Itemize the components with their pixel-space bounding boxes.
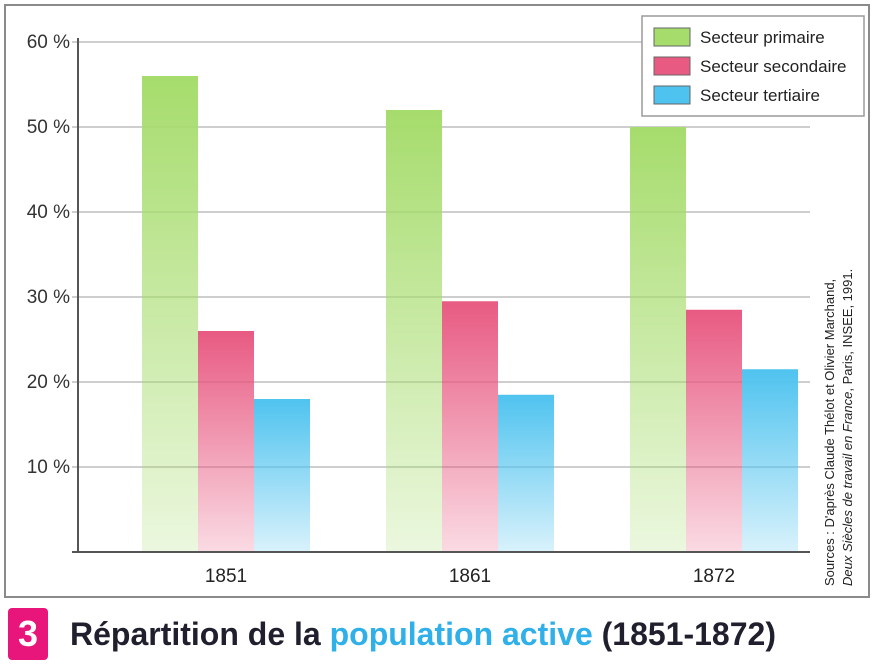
bar-secteur-primaire-1851 bbox=[142, 76, 198, 552]
source-book-title: Deux Siècles de travail en France bbox=[840, 392, 855, 586]
bar-secteur-secondaire-1861 bbox=[442, 301, 498, 552]
y-tick-label: 40 % bbox=[27, 202, 70, 223]
x-tick-label: 1872 bbox=[693, 566, 735, 587]
legend-label: Secteur primaire bbox=[700, 28, 825, 47]
x-tick-label: 1861 bbox=[449, 566, 491, 587]
source-line-2: Deux Siècles de travail en France, Paris… bbox=[840, 269, 855, 586]
legend-swatch bbox=[653, 56, 691, 76]
y-tick-label: 10 % bbox=[27, 457, 70, 478]
y-tick-label: 60 % bbox=[27, 32, 70, 53]
chart-frame: 10 % 20 % 30 % 40 % 50 % 60 % 1851 1861 1872 Se… bbox=[4, 4, 870, 598]
axes bbox=[72, 38, 810, 553]
figure-title: Répartition de la population active (185… bbox=[70, 616, 776, 653]
source-note: Sources : D'après Claude Thélot et Olivi… bbox=[822, 269, 855, 586]
legend-label: Secteur tertiaire bbox=[700, 86, 820, 105]
bar-secteur-tertiaire-1872 bbox=[742, 369, 798, 552]
source-line-1: Sources : D'après Claude Thélot et Olivi… bbox=[822, 279, 837, 586]
legend-swatch bbox=[653, 85, 691, 105]
legend-swatch bbox=[653, 27, 691, 47]
legend: Secteur primaire Secteur secondaire Secteu… bbox=[641, 15, 865, 117]
figure-title-end: (1851-1872) bbox=[592, 615, 776, 652]
figure-title-highlight: population active bbox=[329, 615, 593, 652]
bars: 1851 1861 1872 bbox=[142, 76, 798, 587]
y-tick-label: 50 % bbox=[27, 117, 70, 138]
bar-secteur-primaire-1872 bbox=[630, 127, 686, 552]
legend-label: Secteur secondaire bbox=[700, 57, 846, 76]
figure-caption: 3 Répartition de la population active (1… bbox=[8, 606, 776, 662]
bar-secteur-tertiaire-1851 bbox=[254, 399, 310, 552]
bar-secteur-primaire-1861 bbox=[386, 110, 442, 552]
figure-title-start: Répartition de la bbox=[70, 615, 330, 652]
y-tick-label: 20 % bbox=[27, 372, 70, 393]
figure-number-badge: 3 bbox=[8, 608, 48, 660]
x-tick-label: 1851 bbox=[205, 566, 247, 587]
bar-chart: 10 % 20 % 30 % 40 % 50 % 60 % 1851 1861 1872 Se… bbox=[27, 15, 865, 587]
bar-secteur-tertiaire-1861 bbox=[498, 394, 554, 552]
y-tick-label: 30 % bbox=[27, 287, 70, 308]
bar-secteur-secondaire-1872 bbox=[686, 309, 742, 552]
source-publisher: , Paris, INSEE, 1991. bbox=[840, 269, 855, 392]
bar-secteur-secondaire-1851 bbox=[198, 331, 254, 552]
